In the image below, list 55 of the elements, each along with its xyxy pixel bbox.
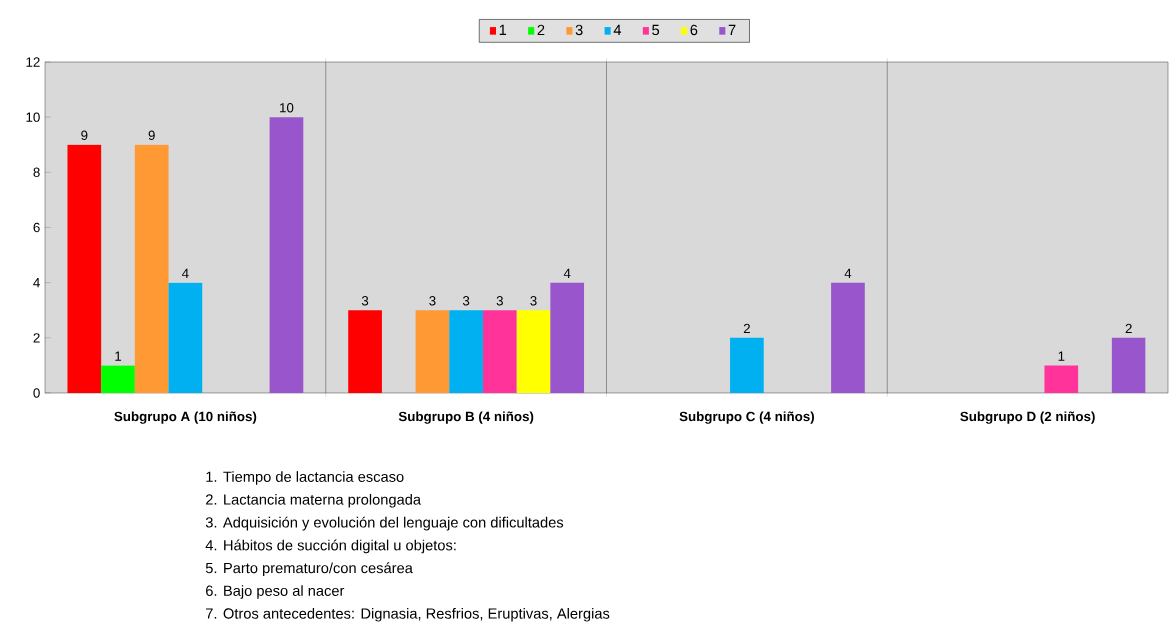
bar (168, 282, 203, 393)
y-tick-label: 0 (33, 388, 40, 398)
data-label: 3 (361, 296, 369, 306)
data-label: 4 (181, 268, 189, 278)
bar (134, 144, 169, 393)
y-tick-label: 10 (26, 112, 40, 122)
data-label: 9 (81, 130, 88, 141)
bar (348, 310, 382, 393)
text: 4. Hábitos de succión digital u objetos: (205, 539, 456, 554)
legend-label: 1 (499, 24, 507, 35)
text: 3. Adquisición y evolución del lenguaje con dificultades (205, 516, 564, 531)
legend-label: 4 (613, 24, 622, 35)
data-label: 4 (563, 268, 571, 278)
data-label: 4 (844, 268, 852, 278)
x-tick-label: Subgrupo C (4 niños) (679, 411, 814, 424)
data-label: 1 (1058, 351, 1065, 361)
bar (1044, 365, 1079, 393)
legend-label: 2 (537, 24, 545, 35)
bar (67, 144, 102, 393)
y-tick-label: 6 (33, 222, 40, 233)
bar (415, 310, 450, 393)
data-label: 3 (530, 296, 537, 306)
data-label: 2 (743, 323, 750, 334)
legend-label: 5 (652, 24, 660, 36)
bar (550, 282, 585, 393)
legend-label: 3 (575, 24, 583, 36)
text: 6. Bajo peso al nacer (206, 585, 345, 599)
x-tick-label: Subgrupo A (10 niños) (114, 411, 257, 424)
text: 2. Lactancia materna prolongada (206, 493, 422, 508)
legend-label: 7 (728, 24, 736, 35)
text: 5. Parto prematuro/con cesárea (205, 562, 413, 577)
y-tick-label: 4 (33, 278, 40, 288)
bar (831, 282, 865, 393)
bar (730, 337, 764, 393)
data-label: 2 (1125, 323, 1132, 334)
data-label: 10 (280, 103, 294, 113)
y-tick-label: 2 (33, 333, 40, 343)
bar (1111, 337, 1146, 393)
bar (516, 310, 551, 393)
bar (449, 310, 483, 393)
data-label: 3 (429, 296, 436, 306)
x-tick-label: Subgrupo B (4 niños) (398, 411, 534, 424)
y-tick-label: 8 (33, 167, 40, 178)
bar (101, 365, 135, 393)
bar (269, 117, 304, 393)
x-tick-label: Subgrupo D (2 niños) (960, 411, 1095, 424)
y-tick-label: 12 (26, 57, 40, 67)
bar (482, 310, 517, 393)
data-label: 3 (496, 296, 503, 306)
data-label: 1 (115, 351, 122, 361)
legend-label: 6 (690, 24, 698, 36)
text: 7. Otros antecedentes: Dignasia, Resfrios, Eruptivas, Alergias (206, 607, 610, 622)
data-label: 3 (462, 296, 470, 306)
text: 1. Tiempo de lactancia escaso (206, 471, 404, 485)
data-label: 9 (148, 130, 155, 141)
